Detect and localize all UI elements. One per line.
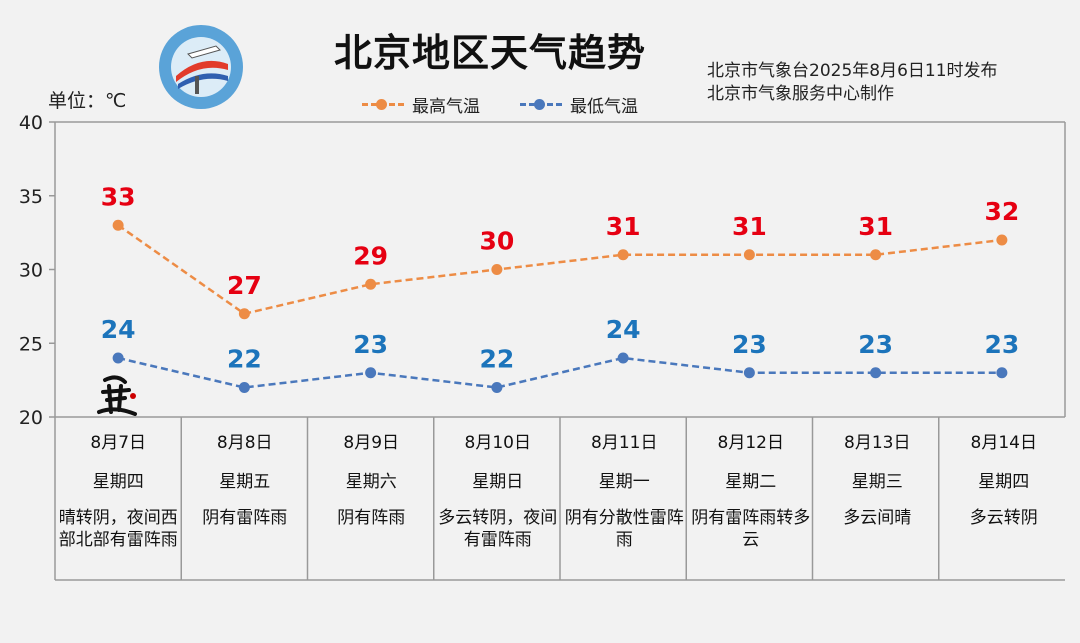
day-weekday: 星期五 bbox=[219, 472, 271, 492]
day-weekday: 星期四 bbox=[92, 472, 144, 492]
data-point-high bbox=[996, 234, 1008, 246]
data-label-low: 23 bbox=[353, 330, 388, 359]
date-row: 8月7日 8月8日 8月9日 8月10日 8月11日 8月12日 8月13日 8月14日 bbox=[55, 428, 1067, 453]
data-point-low bbox=[870, 367, 882, 379]
weekday-row: 星期四 星期五 星期六 星期日 星期一 星期二 星期三 星期四 bbox=[55, 467, 1067, 492]
weather-row: 晴转阴，夜间西部北部有雷阵雨 阴有雷阵雨 阴有阵雨 多云转阴，夜间有雷阵雨 阴有分散性雷… bbox=[55, 507, 1067, 551]
data-point-high bbox=[112, 219, 124, 231]
data-label-low: 23 bbox=[732, 330, 767, 359]
issuer-line-2: 北京市气象服务中心制作 bbox=[707, 84, 894, 104]
data-point-low bbox=[365, 367, 377, 379]
page-title: 北京地区天气趋势 bbox=[334, 31, 647, 75]
issuer-line-1: 北京市气象台2025年8月6日11时发布 bbox=[707, 61, 998, 81]
data-label-high: 31 bbox=[858, 212, 893, 241]
legend-low-line bbox=[520, 99, 562, 110]
y-tick-label: 20 bbox=[19, 407, 43, 429]
legend-high-line bbox=[362, 99, 404, 110]
data-label-high: 31 bbox=[606, 212, 641, 241]
data-label-low: 24 bbox=[101, 315, 136, 344]
day-weather: 阴有雷阵雨 bbox=[202, 508, 288, 528]
legend-low-marker bbox=[534, 99, 545, 110]
data-point-low bbox=[238, 382, 250, 393]
day-date: 8月13日 bbox=[844, 433, 911, 453]
data-label-low: 24 bbox=[606, 315, 641, 344]
data-point-low bbox=[112, 352, 124, 364]
data-label-low: 22 bbox=[227, 345, 262, 374]
day-weekday: 星期六 bbox=[345, 472, 397, 492]
day-weather: 多云间晴 bbox=[843, 508, 912, 528]
day-weather: 阴有分散性雷阵雨 bbox=[564, 508, 684, 550]
data-label-high: 32 bbox=[984, 197, 1019, 226]
day-date: 8月10日 bbox=[464, 433, 531, 453]
day-date: 8月8日 bbox=[216, 433, 273, 453]
series-line-high bbox=[117, 224, 1003, 316]
data-label-high: 33 bbox=[101, 182, 136, 211]
data-point-high bbox=[870, 249, 882, 261]
day-weekday: 星期一 bbox=[598, 472, 650, 492]
data-point-high bbox=[365, 278, 377, 290]
data-label-low: 23 bbox=[984, 330, 1019, 359]
day-date: 8月12日 bbox=[717, 433, 784, 453]
data-label-high: 31 bbox=[732, 212, 767, 241]
day-weather: 阴有阵雨 bbox=[337, 508, 406, 528]
unit-label: 单位：℃ bbox=[48, 90, 127, 112]
day-weekday: 星期二 bbox=[725, 472, 777, 492]
day-weekday: 星期日 bbox=[472, 472, 524, 492]
y-tick-label: 35 bbox=[19, 186, 43, 208]
day-weather: 阴有雷阵雨转多云 bbox=[691, 508, 811, 550]
data-point-low bbox=[743, 367, 755, 379]
calligraphy-seal-icon bbox=[97, 375, 137, 416]
y-tick-label: 40 bbox=[19, 112, 43, 134]
data-label-high: 27 bbox=[227, 271, 262, 300]
day-weekday: 星期三 bbox=[851, 472, 903, 492]
day-weather: 多云转阴，夜间有雷阵雨 bbox=[438, 508, 558, 550]
legend-low: 最低气温 bbox=[520, 92, 638, 117]
legend-high-marker bbox=[376, 99, 387, 110]
data-label-high: 29 bbox=[353, 241, 388, 270]
data-point-low bbox=[996, 367, 1008, 379]
data-label-low: 22 bbox=[479, 345, 514, 374]
data-point-high bbox=[238, 308, 250, 320]
data-point-low bbox=[491, 382, 503, 393]
issuer-info: 北京市气象台2025年8月6日11时发布 北京市气象服务中心制作 bbox=[707, 60, 998, 106]
legend-high: 最高气温 bbox=[362, 92, 480, 117]
day-date: 8月9日 bbox=[343, 433, 400, 453]
data-label-low: 23 bbox=[858, 330, 893, 359]
data-label-high: 30 bbox=[479, 227, 514, 256]
y-tick-label: 30 bbox=[19, 260, 43, 282]
legend-low-label: 最低气温 bbox=[570, 97, 638, 117]
day-weather: 多云转阴 bbox=[969, 508, 1038, 528]
data-point-high bbox=[743, 249, 755, 261]
meteorological-service-logo bbox=[159, 25, 243, 109]
legend-high-label: 最高气温 bbox=[412, 97, 480, 117]
day-weekday: 星期四 bbox=[978, 472, 1030, 492]
day-date: 8月7日 bbox=[90, 433, 147, 453]
data-point-high bbox=[491, 264, 503, 275]
data-point-high bbox=[617, 249, 629, 261]
day-weather: 晴转阴，夜间西部北部有雷阵雨 bbox=[58, 508, 178, 550]
data-point-low bbox=[617, 352, 629, 364]
day-date: 8月14日 bbox=[970, 433, 1037, 453]
y-tick-label: 25 bbox=[19, 333, 43, 355]
day-date: 8月11日 bbox=[591, 433, 658, 453]
